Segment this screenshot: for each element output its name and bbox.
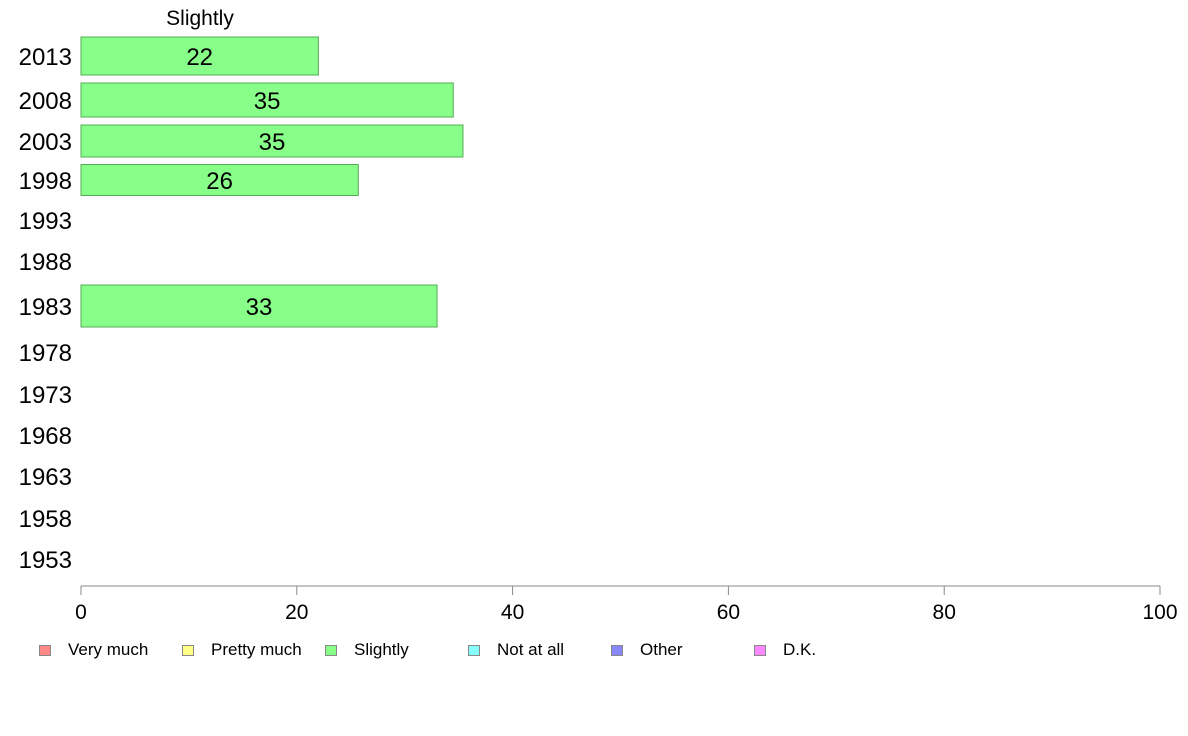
category-label-1978: 1978 xyxy=(19,340,72,367)
category-label-2013: 2013 xyxy=(19,44,72,71)
category-label-1993: 1993 xyxy=(19,208,72,235)
legend-label-d-k: D.K. xyxy=(783,640,817,659)
bar-value-label-2008: 35 xyxy=(254,88,281,115)
category-label-1998: 1998 xyxy=(19,168,72,195)
x-tick-label-80: 80 xyxy=(933,601,956,624)
legend-swatch-not-at-all xyxy=(468,644,480,656)
category-labels-group: 2013 2008 2003 1998 1993 1988 1983 1978 1973 1968… xyxy=(19,44,72,574)
x-tick-label-0: 0 xyxy=(75,601,87,624)
category-label-2008: 2008 xyxy=(19,88,72,115)
bar-2008 xyxy=(80,82,454,118)
legend-label-very-much: Very much xyxy=(68,640,149,659)
category-label-2003: 2003 xyxy=(19,129,72,156)
bar-value-label-2013: 22 xyxy=(186,44,213,71)
legend-swatch-very-much xyxy=(39,644,51,656)
legend-item-slightly: Slightly xyxy=(325,639,409,661)
legend-item-pretty-much: Pretty much xyxy=(182,639,302,661)
bar-value-label-1983: 33 xyxy=(246,294,273,321)
legend-swatch-other xyxy=(611,644,623,656)
category-label-1963: 1963 xyxy=(19,464,72,491)
series-title: Slightly xyxy=(166,7,234,30)
category-label-1958: 1958 xyxy=(19,506,72,533)
legend-swatch-pretty-much xyxy=(182,644,194,656)
legend-label-slightly: Slightly xyxy=(354,640,409,659)
bar-value-label-2003: 35 xyxy=(259,129,286,156)
legend-item-other: Other xyxy=(611,639,683,661)
legend-swatch-d-k xyxy=(754,644,766,656)
bar-1998 xyxy=(80,164,359,196)
category-label-1953: 1953 xyxy=(19,547,72,574)
legend-swatch-slightly xyxy=(325,644,337,656)
bar-1983 xyxy=(80,284,438,328)
category-label-1988: 1988 xyxy=(19,249,72,276)
category-label-1968: 1968 xyxy=(19,423,72,450)
legend-item-not-at-all: Not at all xyxy=(468,639,564,661)
x-tick-label-20: 20 xyxy=(285,601,308,624)
x-tick-label-60: 60 xyxy=(717,601,740,624)
legend-label-pretty-much: Pretty much xyxy=(211,640,302,659)
bars-group xyxy=(80,36,464,328)
legend-label-not-at-all: Not at all xyxy=(497,640,565,659)
legend-label-other: Other xyxy=(640,640,683,659)
x-tick-label-40: 40 xyxy=(501,601,524,624)
bar-2013 xyxy=(80,36,319,76)
x-ticks-group: 0 20 40 60 80 100 xyxy=(75,586,1178,624)
category-label-1983: 1983 xyxy=(19,294,72,321)
category-label-1973: 1973 xyxy=(19,382,72,409)
bar-value-label-1998: 26 xyxy=(206,168,233,195)
x-tick-label-100: 100 xyxy=(1142,601,1177,624)
legend-item-very-much: Very much xyxy=(39,639,148,661)
bar-2003 xyxy=(80,124,464,158)
legend-item-d-k: D.K. xyxy=(754,639,816,661)
bar-labels-group: 22 35 35 26 33 xyxy=(186,44,285,321)
